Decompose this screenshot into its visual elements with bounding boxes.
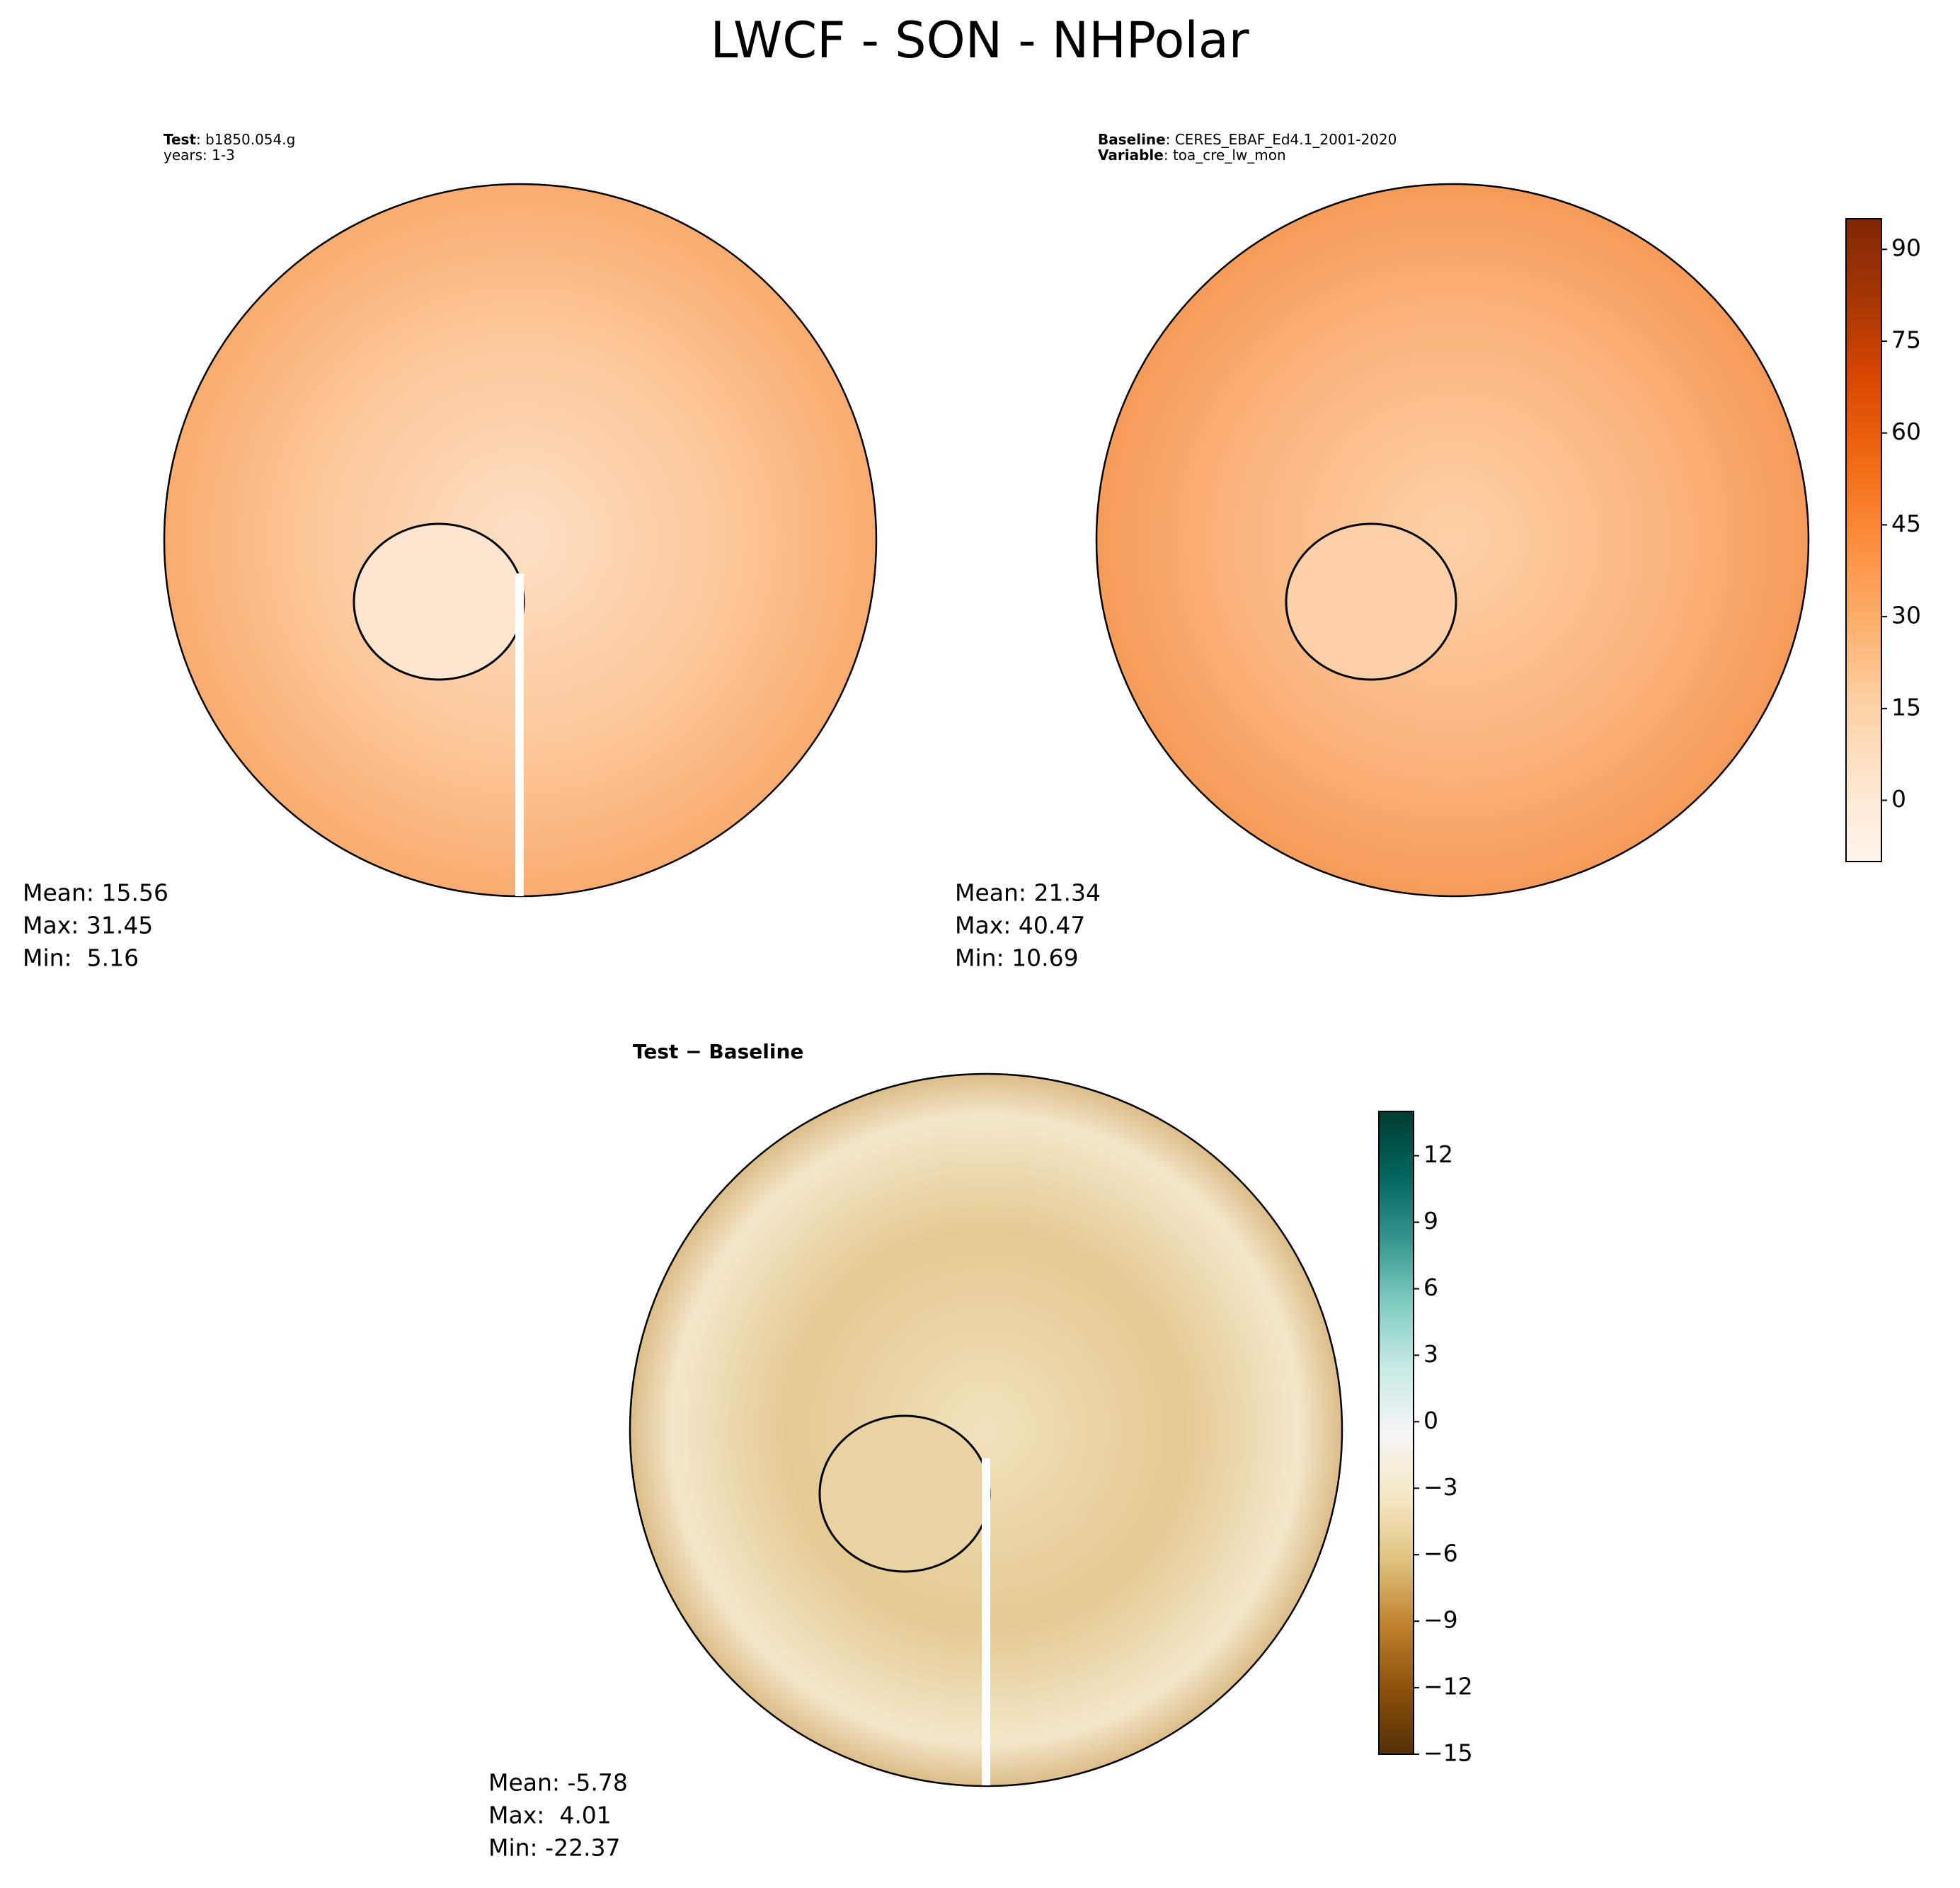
subtitle-text: years: 1-3 bbox=[164, 147, 235, 164]
colorbar-tick-label: −9 bbox=[1423, 1606, 1458, 1634]
subtitle-text: : b1850.054.g bbox=[196, 131, 295, 148]
map-diff bbox=[629, 1072, 1343, 1787]
subtitle-text: : toa_cre_lw_mon bbox=[1164, 147, 1286, 164]
colorbar-tick-label: 15 bbox=[1891, 693, 1921, 721]
colorbar-tick-label: 90 bbox=[1891, 234, 1921, 262]
subtitle-text: : CERES_EBAF_Ed4.1_2001-2020 bbox=[1166, 131, 1397, 148]
panel-subtitle: Test − Baseline bbox=[633, 1040, 803, 1063]
figure-title: LWCF - SON - NHPolar bbox=[710, 11, 1249, 69]
map-disc bbox=[1095, 183, 1810, 898]
subtitle-label: Variable bbox=[1098, 147, 1164, 164]
stat-text: Max: 4.01 bbox=[488, 1802, 612, 1829]
colorbar-tick-label: 0 bbox=[1891, 785, 1906, 813]
colorbar-tick-label: 45 bbox=[1891, 510, 1921, 537]
subtitle-label: Test bbox=[164, 131, 196, 148]
colorbar-tick-label: 30 bbox=[1891, 602, 1921, 629]
map-baseline bbox=[1095, 183, 1810, 898]
colorbar-tick-label: 6 bbox=[1423, 1274, 1438, 1301]
panel-subtitle: years: 1-3 bbox=[164, 147, 235, 164]
seam bbox=[982, 1458, 990, 1785]
panel-subtitle: Baseline: CERES_EBAF_Ed4.1_2001-2020 bbox=[1098, 131, 1397, 148]
seam bbox=[515, 573, 524, 896]
map-test bbox=[163, 183, 878, 898]
colorbar-tick-label: −12 bbox=[1423, 1673, 1473, 1700]
stat-text: Mean: 21.34 bbox=[955, 879, 1101, 907]
stat-text: Min: 10.69 bbox=[955, 944, 1079, 972]
colorbar-tick-label: 9 bbox=[1423, 1207, 1438, 1235]
colorbar-tick-label: −15 bbox=[1423, 1739, 1473, 1767]
colorbar-tick-label: 3 bbox=[1423, 1340, 1438, 1368]
stat-text: Mean: 15.56 bbox=[23, 879, 168, 907]
colorbar-tick-label: −6 bbox=[1423, 1540, 1458, 1567]
colorbar bbox=[1378, 1111, 1414, 1755]
colorbar-tick-label: 12 bbox=[1423, 1140, 1453, 1168]
stat-text: Min: -22.37 bbox=[488, 1834, 621, 1862]
greenland bbox=[353, 522, 525, 681]
stat-text: Max: 40.47 bbox=[955, 912, 1085, 939]
colorbar-tick-label: 75 bbox=[1891, 326, 1921, 353]
colorbar-tick-label: 60 bbox=[1891, 418, 1921, 445]
colorbar-tick-label: −3 bbox=[1423, 1473, 1458, 1501]
subtitle-label: Baseline bbox=[1098, 131, 1166, 148]
panel-subtitle: Variable: toa_cre_lw_mon bbox=[1098, 147, 1286, 164]
colorbar-tick-label: 0 bbox=[1423, 1407, 1438, 1434]
greenland bbox=[1285, 522, 1457, 681]
greenland bbox=[818, 1414, 991, 1573]
stat-text: Min: 5.16 bbox=[23, 944, 139, 972]
panel-subtitle: Test: b1850.054.g bbox=[164, 131, 295, 148]
stat-text: Mean: -5.78 bbox=[488, 1769, 628, 1797]
stat-text: Max: 31.45 bbox=[23, 912, 153, 939]
colorbar bbox=[1845, 218, 1882, 862]
map-disc bbox=[629, 1072, 1343, 1787]
subtitle-label: Test − Baseline bbox=[633, 1040, 803, 1063]
